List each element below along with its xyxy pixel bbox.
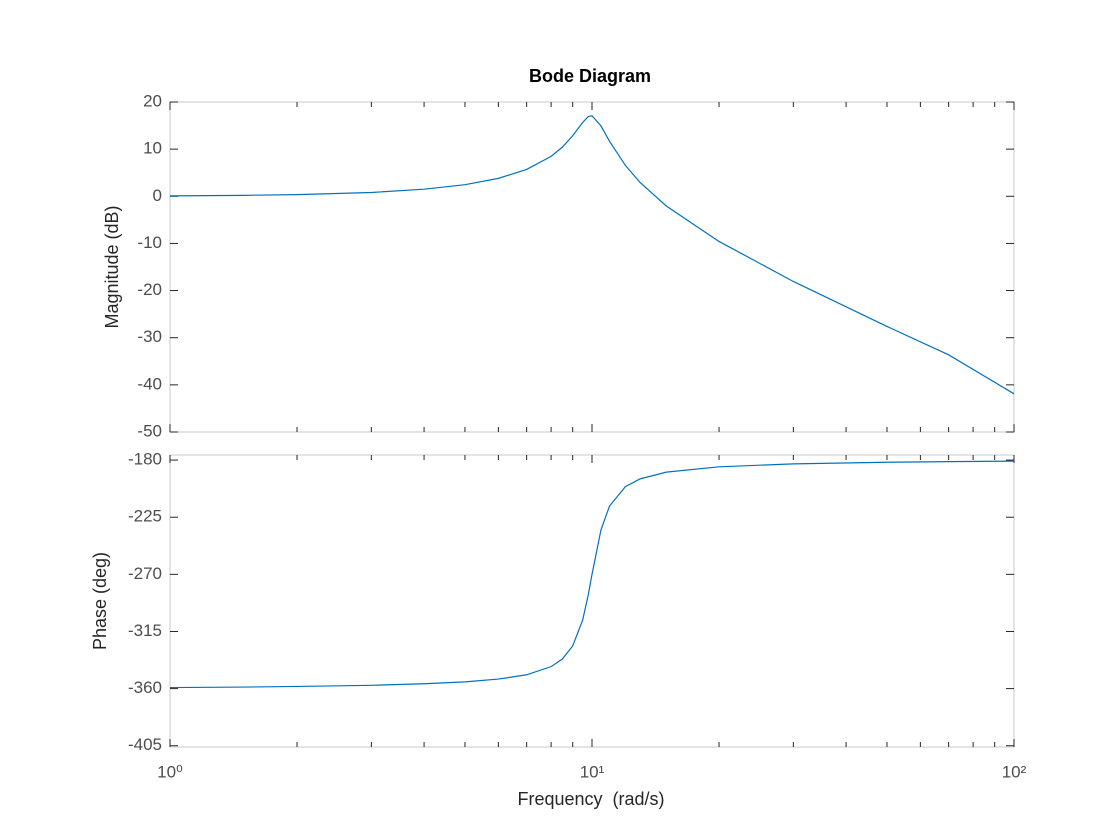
y-tick-label: -315 [128,621,162,640]
y-axis-label: Phase (deg) [90,552,110,650]
data-line [169,115,1015,395]
x-tick-label: 10¹ [580,762,605,781]
y-tick-label: 0 [153,186,162,205]
y-tick-label: 20 [143,91,162,110]
y-axis-label: Magnitude (dB) [102,205,122,328]
x-axis-label: Frequency (rad/s) [517,789,664,809]
y-tick-label: -270 [128,564,162,583]
y-tick-label: -30 [137,327,162,346]
y-tick-label: -405 [128,735,162,754]
y-tick-label: -360 [128,678,162,697]
y-tick-label: -225 [128,507,162,526]
y-tick-label: -40 [137,374,162,393]
y-tick-label: -20 [137,280,162,299]
x-tick-label: 10² [1002,762,1027,781]
y-tick-label: 10 [143,139,162,158]
y-tick-label: -50 [137,421,162,440]
x-tick-label: 10⁰ [157,762,183,781]
data-line [169,460,1015,689]
y-tick-label: -10 [137,233,162,252]
chart-title: Bode Diagram [529,66,651,86]
y-tick-label: -180 [128,450,162,469]
